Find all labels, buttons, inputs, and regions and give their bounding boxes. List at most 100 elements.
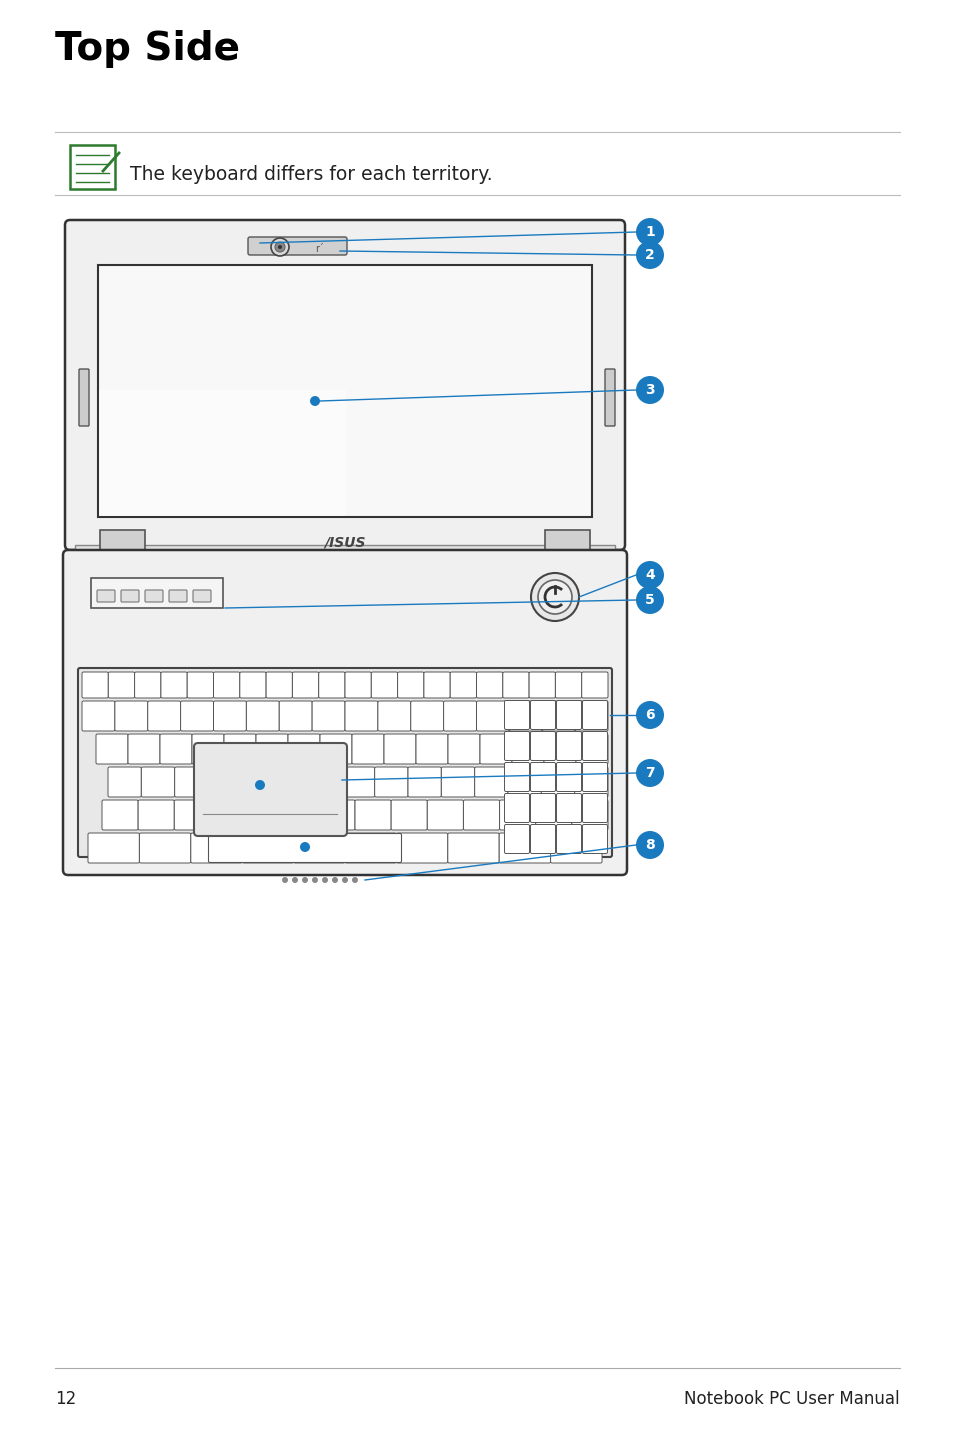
FancyBboxPatch shape: [208, 766, 241, 797]
FancyBboxPatch shape: [174, 800, 211, 830]
FancyBboxPatch shape: [128, 733, 160, 764]
FancyBboxPatch shape: [239, 672, 266, 697]
FancyBboxPatch shape: [408, 766, 441, 797]
FancyBboxPatch shape: [463, 800, 499, 830]
FancyBboxPatch shape: [582, 732, 607, 761]
FancyBboxPatch shape: [246, 800, 282, 830]
FancyBboxPatch shape: [312, 700, 345, 731]
FancyBboxPatch shape: [507, 766, 540, 797]
FancyBboxPatch shape: [450, 672, 476, 697]
FancyBboxPatch shape: [377, 700, 411, 731]
FancyBboxPatch shape: [274, 766, 308, 797]
FancyBboxPatch shape: [447, 833, 498, 863]
FancyBboxPatch shape: [416, 733, 448, 764]
Circle shape: [636, 587, 663, 614]
FancyBboxPatch shape: [504, 794, 529, 823]
FancyBboxPatch shape: [134, 672, 161, 697]
FancyBboxPatch shape: [604, 370, 615, 426]
Circle shape: [322, 877, 328, 883]
Circle shape: [254, 779, 265, 789]
Circle shape: [292, 877, 297, 883]
FancyBboxPatch shape: [529, 672, 555, 697]
FancyBboxPatch shape: [396, 833, 447, 863]
Circle shape: [636, 561, 663, 590]
Circle shape: [537, 580, 572, 614]
FancyBboxPatch shape: [100, 531, 145, 549]
FancyBboxPatch shape: [530, 700, 555, 729]
Circle shape: [271, 239, 289, 256]
Text: Top Side: Top Side: [55, 30, 240, 68]
FancyBboxPatch shape: [423, 672, 450, 697]
FancyBboxPatch shape: [213, 672, 239, 697]
FancyBboxPatch shape: [191, 833, 242, 863]
Circle shape: [332, 877, 337, 883]
FancyBboxPatch shape: [397, 672, 423, 697]
FancyBboxPatch shape: [288, 733, 319, 764]
FancyBboxPatch shape: [476, 672, 502, 697]
FancyBboxPatch shape: [345, 833, 396, 863]
Circle shape: [636, 700, 663, 729]
FancyBboxPatch shape: [504, 824, 529, 854]
FancyBboxPatch shape: [536, 800, 571, 830]
FancyBboxPatch shape: [540, 766, 574, 797]
FancyBboxPatch shape: [193, 743, 347, 835]
FancyBboxPatch shape: [241, 766, 274, 797]
FancyBboxPatch shape: [555, 672, 581, 697]
FancyBboxPatch shape: [371, 672, 397, 697]
FancyBboxPatch shape: [509, 700, 541, 731]
FancyBboxPatch shape: [475, 766, 507, 797]
Text: 2: 2: [644, 247, 654, 262]
FancyBboxPatch shape: [582, 824, 607, 854]
FancyBboxPatch shape: [443, 700, 476, 731]
FancyBboxPatch shape: [530, 762, 555, 791]
FancyBboxPatch shape: [541, 700, 575, 731]
Text: 6: 6: [644, 707, 654, 722]
Circle shape: [636, 831, 663, 858]
Circle shape: [302, 877, 308, 883]
FancyBboxPatch shape: [88, 833, 139, 863]
FancyBboxPatch shape: [556, 794, 581, 823]
Text: 1: 1: [644, 224, 654, 239]
Text: 7: 7: [644, 766, 654, 779]
FancyBboxPatch shape: [213, 700, 246, 731]
Circle shape: [352, 877, 357, 883]
FancyBboxPatch shape: [65, 220, 624, 549]
FancyBboxPatch shape: [319, 733, 352, 764]
FancyBboxPatch shape: [282, 800, 318, 830]
FancyBboxPatch shape: [211, 800, 246, 830]
Circle shape: [312, 877, 317, 883]
FancyBboxPatch shape: [345, 672, 371, 697]
FancyBboxPatch shape: [576, 733, 607, 764]
FancyBboxPatch shape: [479, 733, 512, 764]
FancyBboxPatch shape: [550, 833, 601, 863]
FancyBboxPatch shape: [427, 800, 463, 830]
FancyBboxPatch shape: [193, 590, 211, 603]
FancyBboxPatch shape: [411, 700, 443, 731]
Circle shape: [636, 375, 663, 404]
FancyBboxPatch shape: [318, 800, 355, 830]
Circle shape: [277, 244, 282, 249]
FancyBboxPatch shape: [582, 762, 607, 791]
Circle shape: [531, 572, 578, 621]
FancyBboxPatch shape: [109, 672, 134, 697]
FancyBboxPatch shape: [209, 834, 401, 863]
FancyBboxPatch shape: [78, 669, 612, 857]
FancyBboxPatch shape: [75, 545, 615, 555]
FancyBboxPatch shape: [352, 733, 384, 764]
FancyBboxPatch shape: [556, 700, 581, 729]
FancyBboxPatch shape: [79, 370, 89, 426]
Text: 8: 8: [644, 838, 654, 851]
Text: 4: 4: [644, 568, 654, 582]
FancyBboxPatch shape: [160, 733, 192, 764]
Text: 3: 3: [644, 383, 654, 397]
FancyBboxPatch shape: [318, 672, 345, 697]
Circle shape: [282, 877, 288, 883]
FancyBboxPatch shape: [138, 800, 174, 830]
FancyBboxPatch shape: [82, 672, 109, 697]
FancyBboxPatch shape: [187, 672, 213, 697]
FancyBboxPatch shape: [544, 531, 589, 549]
FancyBboxPatch shape: [242, 833, 294, 863]
Text: 12: 12: [55, 1391, 76, 1408]
FancyBboxPatch shape: [375, 766, 408, 797]
Circle shape: [299, 843, 310, 851]
